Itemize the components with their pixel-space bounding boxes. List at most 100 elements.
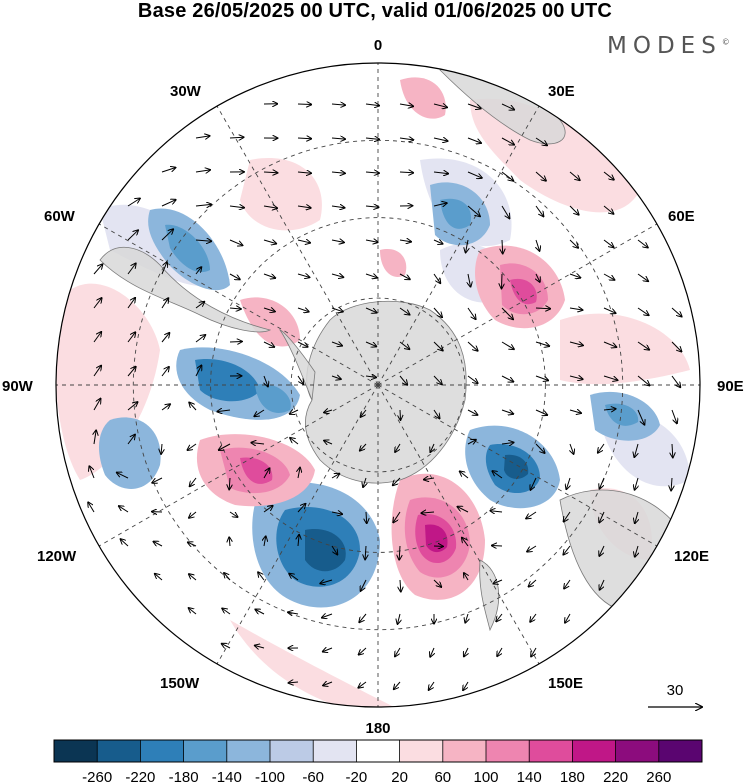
wind-arrow — [189, 511, 197, 518]
wind-arrow — [433, 240, 443, 244]
wind-arrow — [365, 104, 379, 106]
wind-arrow — [467, 409, 477, 415]
wind-arrow — [331, 206, 345, 208]
wind-arrow — [290, 410, 299, 414]
wind-arrow — [430, 443, 434, 452]
meridian-line — [377, 384, 658, 547]
brand-name: MODES — [607, 33, 722, 59]
wind-arrow — [88, 502, 95, 513]
wind-arrow — [463, 681, 469, 690]
lon-label-120w: 120W — [37, 548, 77, 565]
wind-arrow — [322, 614, 333, 618]
wind-arrow — [433, 273, 440, 283]
wind-arrow — [635, 477, 638, 490]
wind-arrow — [331, 474, 339, 478]
wind-arrow — [433, 307, 442, 317]
wind-arrow — [264, 375, 268, 386]
wind-arrow — [297, 308, 309, 312]
colorbar-swatch — [140, 740, 184, 762]
colorbar-tick-label: -140 — [212, 769, 242, 783]
wind-arrow — [458, 507, 469, 513]
wind-arrow — [93, 399, 101, 411]
wind-arrow — [399, 172, 413, 173]
wind-arrow — [263, 274, 275, 278]
wind-arrow — [297, 138, 311, 139]
wind-arrow — [217, 410, 231, 412]
wind-arrow — [365, 172, 379, 173]
wind-arrow — [297, 274, 309, 277]
wind-arrow — [127, 199, 140, 207]
meridian-line — [377, 105, 540, 386]
wind-arrow — [467, 137, 481, 143]
wind-arrow — [637, 409, 644, 425]
wind-arrow — [331, 342, 342, 346]
colorbar-tick-label: 100 — [473, 769, 498, 783]
colorbar-frame — [53, 739, 703, 763]
wind-arrow — [502, 273, 503, 288]
vector-reference: 30 — [648, 682, 702, 707]
wind-arrow — [531, 647, 537, 656]
wind-arrow — [421, 512, 435, 513]
wind-arrow — [671, 341, 681, 352]
colorbar-swatch — [615, 740, 660, 762]
wind-arrow — [297, 206, 311, 208]
wind-arrow — [501, 341, 514, 349]
wind-arrow — [127, 367, 136, 377]
wind-arrow — [433, 138, 448, 141]
wind-arrow — [229, 342, 242, 343]
wind-arrow — [195, 302, 204, 309]
wind-arrow — [320, 580, 333, 584]
wind-arrow — [298, 468, 300, 479]
wind-arrow — [569, 239, 578, 248]
wind-arrow — [490, 511, 503, 512]
wind-arrow — [161, 404, 170, 411]
wind-arrow — [637, 239, 648, 248]
wind-arrow — [263, 341, 274, 347]
wind-arrow — [190, 477, 197, 486]
wind-arrow — [569, 342, 583, 345]
wind-arrow — [263, 468, 270, 479]
wind-arrow — [603, 205, 613, 214]
wind-arrow — [569, 274, 580, 278]
wind-arrow — [289, 682, 299, 683]
wind-arrow — [127, 230, 138, 241]
wind-arrow — [466, 239, 468, 252]
wind-arrow — [527, 545, 537, 552]
colorbar-swatch — [572, 740, 616, 762]
wind-arrow — [93, 298, 102, 309]
wind-arrow — [430, 647, 434, 657]
meridian-line — [377, 223, 658, 386]
wind-arrow — [189, 403, 197, 411]
wind-arrow — [501, 375, 513, 382]
wind-arrow — [497, 647, 503, 656]
wind-arrow — [424, 478, 435, 480]
wind-arrow — [189, 608, 197, 615]
wind-arrow — [494, 580, 503, 584]
wind-arrow — [323, 648, 333, 652]
polar-map-area — [56, 63, 700, 707]
wind-arrow — [399, 273, 410, 279]
wind-arrow — [465, 613, 468, 623]
wind-arrow — [600, 579, 605, 590]
wind-arrow — [365, 206, 378, 207]
wind-arrow — [671, 307, 682, 317]
wind-arrow — [671, 375, 680, 387]
wind-arrow — [331, 274, 343, 277]
wind-arrow — [600, 477, 605, 489]
wind-arrow — [635, 511, 638, 523]
wind-arrow — [536, 239, 540, 251]
wind-arrow — [433, 172, 448, 174]
wind-arrow — [467, 375, 478, 383]
meridian-line — [216, 105, 379, 386]
brand-mark: © — [721, 37, 730, 47]
wind-arrow — [360, 443, 367, 451]
wind-arrow — [564, 511, 571, 522]
wind-arrow — [154, 542, 163, 546]
new-zealand — [479, 559, 500, 632]
meridian-line — [377, 384, 540, 665]
colorbar-tick-label: 60 — [434, 769, 451, 783]
colorbar-swatch — [270, 740, 314, 762]
wind-arrow — [359, 613, 367, 622]
wind-arrow — [264, 536, 266, 547]
wind-arrow — [569, 205, 579, 215]
